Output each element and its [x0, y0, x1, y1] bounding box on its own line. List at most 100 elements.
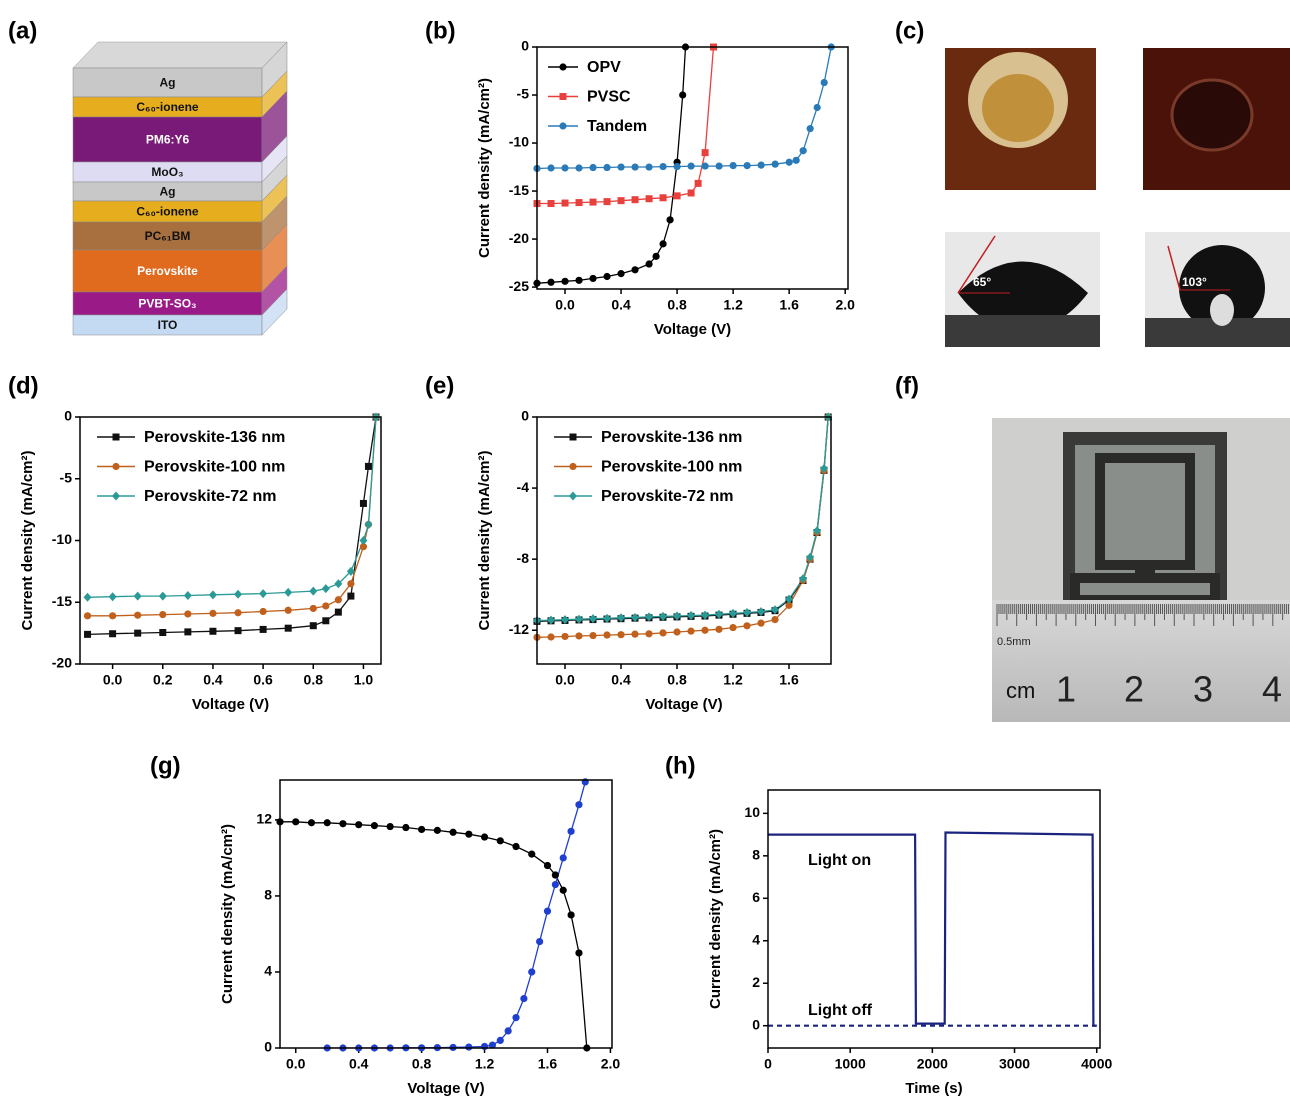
- marker: [743, 622, 750, 629]
- marker: [793, 157, 800, 164]
- marker: [159, 592, 167, 601]
- ruler-number: 4: [1262, 669, 1282, 710]
- y-tick-label: -8: [517, 550, 530, 566]
- marker: [497, 1037, 504, 1044]
- legend-label: OPV: [587, 59, 621, 76]
- marker: [112, 463, 119, 470]
- marker: [673, 163, 680, 170]
- x-tick-label: 2.0: [601, 1056, 621, 1072]
- layer-label: C₆₀-ionene: [136, 205, 199, 219]
- marker: [284, 588, 292, 597]
- y-tick-label: -5: [60, 469, 73, 485]
- marker: [666, 216, 673, 223]
- marker: [567, 828, 574, 835]
- x-tick-label: 1.2: [475, 1056, 495, 1072]
- marker: [418, 826, 425, 833]
- marker: [631, 631, 638, 638]
- ruler-number: 3: [1193, 669, 1213, 710]
- marker: [652, 253, 659, 260]
- marker: [528, 968, 535, 975]
- marker: [688, 189, 695, 196]
- x-axis-label: Voltage (V): [654, 321, 731, 338]
- x-tick-label: 0.4: [611, 672, 631, 688]
- marker: [729, 624, 736, 631]
- marker: [821, 79, 828, 86]
- layer-label: PC₆₁BM: [145, 229, 191, 243]
- marker: [570, 434, 577, 441]
- marker: [575, 949, 582, 956]
- x-tick-label: 0.8: [412, 1056, 432, 1072]
- marker: [536, 938, 543, 945]
- angle-label: 65°: [973, 275, 991, 289]
- x-tick-label: 0.8: [304, 672, 324, 688]
- marker: [310, 605, 317, 612]
- x-tick-label: 0.0: [286, 1056, 306, 1072]
- x-tick-label: 1.2: [723, 672, 743, 688]
- y-tick-label: 6: [752, 889, 760, 905]
- marker: [695, 180, 702, 187]
- marker: [310, 622, 317, 629]
- y-tick-label: 12: [256, 811, 272, 827]
- marker: [632, 196, 639, 203]
- marker: [562, 200, 569, 207]
- marker: [234, 609, 241, 616]
- y-tick-label: -25: [509, 278, 529, 294]
- marker: [402, 824, 409, 831]
- x-tick-label: 0.4: [349, 1056, 369, 1072]
- marker: [744, 162, 751, 169]
- y-tick-label: 8: [752, 847, 760, 863]
- y-axis-label: Current density (mA/cm²): [707, 829, 724, 1009]
- marker: [645, 163, 652, 170]
- marker: [552, 881, 559, 888]
- marker: [772, 161, 779, 168]
- x-tick-label: 1000: [835, 1056, 866, 1072]
- legend-label: PVSC: [587, 89, 631, 106]
- x-tick-label: 2000: [917, 1056, 948, 1072]
- x-tick-label: 1.2: [723, 297, 743, 313]
- marker: [589, 275, 596, 282]
- legend-label: Perovskite-100 nm: [601, 459, 742, 476]
- x-tick-label: 1.6: [538, 1056, 558, 1072]
- y-tick-label: -10: [509, 134, 529, 150]
- marker: [292, 818, 299, 825]
- marker: [285, 625, 292, 632]
- marker: [561, 278, 568, 285]
- marker: [569, 492, 577, 501]
- marker: [339, 820, 346, 827]
- panel-label: (e): [425, 372, 454, 399]
- x-axis-label: Time (s): [905, 1080, 962, 1097]
- marker: [618, 197, 625, 204]
- marker: [159, 611, 166, 618]
- marker: [520, 995, 527, 1002]
- layer-label: MoO₃: [151, 165, 183, 179]
- layer-label: Perovskite: [137, 264, 198, 278]
- y-tick-label: -20: [509, 230, 529, 246]
- marker: [716, 162, 723, 169]
- x-tick-label: 0.4: [203, 672, 223, 688]
- plot-area: [537, 417, 828, 637]
- marker: [589, 164, 596, 171]
- x-tick-label: 0.6: [253, 672, 273, 688]
- marker: [322, 584, 330, 593]
- frame: [537, 417, 831, 664]
- layer-label: Ag: [160, 76, 176, 90]
- panel-label: (f): [895, 372, 919, 399]
- marker: [387, 823, 394, 830]
- marker: [800, 147, 807, 154]
- marker: [561, 164, 568, 171]
- y-tick-label: -5: [517, 86, 530, 102]
- marker: [603, 273, 610, 280]
- y-tick-label: 0: [752, 1016, 760, 1032]
- stack-top: [73, 42, 287, 68]
- y-tick-label: 0: [64, 408, 72, 424]
- marker: [548, 200, 555, 207]
- marker: [617, 631, 624, 638]
- marker: [631, 266, 638, 273]
- marker: [757, 620, 764, 627]
- legend-label: Tandem: [587, 118, 647, 135]
- marker: [481, 1043, 488, 1050]
- x-tick-label: 1.6: [779, 297, 799, 313]
- marker: [687, 628, 694, 635]
- marker: [324, 819, 331, 826]
- legend-label: Perovskite-72 nm: [144, 488, 277, 505]
